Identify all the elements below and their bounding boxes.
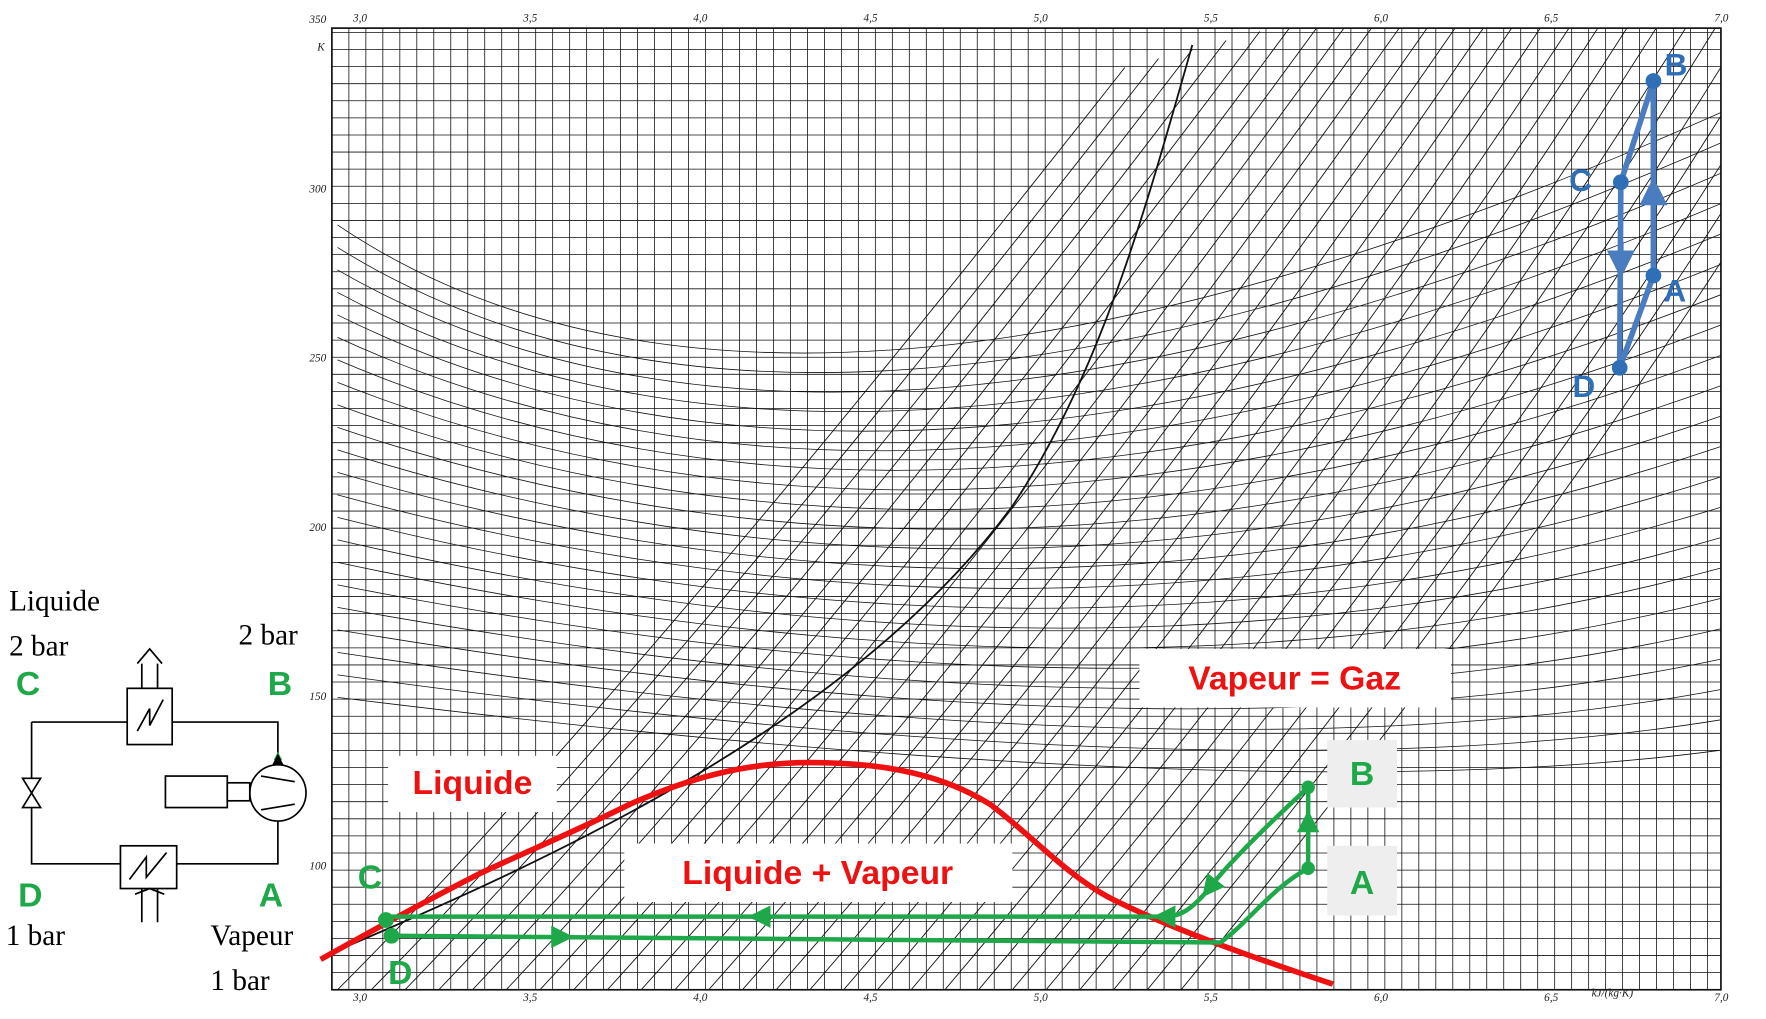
x-tick-label: 3,0 [352, 992, 367, 1004]
isenthalp [338, 652, 1721, 729]
x-tick-label: 6,5 [1544, 992, 1558, 1004]
isenthalp [338, 562, 1721, 648]
isenthalp [338, 538, 1721, 629]
blue-b: B [1665, 46, 1688, 82]
green-b: B [1350, 755, 1374, 793]
isenthalp [338, 204, 1721, 412]
blue-d: D [1572, 368, 1595, 404]
green-d: D [388, 954, 412, 992]
x-tick-label: 4,5 [863, 12, 877, 24]
region-liquid: Liquide [413, 764, 533, 802]
point [384, 928, 400, 944]
x-tick-label: 3,5 [522, 12, 537, 24]
point [1301, 862, 1314, 875]
isobar [1181, 0, 1766, 990]
x-tick-label: 6,0 [1374, 12, 1388, 24]
isobar [607, 0, 1394, 990]
y-tick-label: 100 [309, 860, 326, 872]
isobar [877, 0, 1664, 990]
schematic-text: 1 bar [6, 920, 66, 952]
isenthalp [338, 386, 1721, 529]
isobar [1114, 0, 1766, 990]
isobar [742, 0, 1529, 990]
isobar [911, 0, 1698, 990]
schematic-point: B [268, 665, 292, 703]
green-c: C [358, 859, 382, 897]
isenthalp [338, 585, 1721, 668]
x-tick-label: 6,0 [1374, 992, 1388, 1004]
isenthalp [338, 416, 1721, 549]
x-tick-label: 3,0 [352, 12, 367, 24]
y-unit: K [316, 42, 325, 54]
isobar [709, 0, 1496, 990]
schematic-text: Liquide [9, 586, 100, 618]
saturation-envelope [338, 45, 1193, 950]
x-tick-label: 5,0 [1034, 992, 1048, 1004]
isobar [979, 0, 1766, 990]
ts-diagram: 3,0 3,0 3,5 3,5 4,0 4,0 4,5 4,5 5,0 5,0 5,5 5,5 6,0 6… [0, 0, 1766, 1019]
x-tick-label: 5,5 [1204, 12, 1218, 24]
y-tick-label: 250 [309, 353, 326, 365]
x-tick-label: 5,5 [1204, 992, 1218, 1004]
x-tick-label: 4,0 [693, 992, 707, 1004]
y-ticks: 100 150 200 250 300 350 [308, 14, 326, 872]
schematic-point: C [16, 665, 40, 703]
x-tick-label: 3,5 [522, 992, 537, 1004]
x-ticks: 3,0 3,0 3,5 3,5 4,0 4,0 4,5 4,5 5,0 5,0 5,5 5,5 6,0 6… [352, 12, 1729, 1004]
schematic-point: A [259, 877, 283, 915]
isenthalp [338, 173, 1721, 392]
x-tick-label: 7,0 [1714, 12, 1728, 24]
blue-a: A [1664, 272, 1687, 308]
isobar [540, 13, 1327, 989]
green-a: A [1350, 864, 1374, 902]
region-mixture: Liquide + Vapeur [682, 854, 953, 892]
isobar [1046, 0, 1766, 990]
y-tick-label: 200 [309, 522, 326, 534]
y-tick-label: 300 [308, 183, 326, 195]
isenthalp [338, 630, 1721, 709]
schematic-text: Vapeur [210, 920, 293, 952]
isenthalp [338, 112, 1721, 353]
blue-c: C [1569, 162, 1592, 198]
schematic-text: 2 bar [9, 631, 69, 663]
x-tick-label: 4,0 [693, 12, 707, 24]
x-tick-label: 6,5 [1544, 12, 1558, 24]
isenthalp [338, 507, 1721, 608]
page: {"schematic": {"liquid": "Liquide", "hig… [0, 0, 1766, 1019]
region-gas: Vapeur = Gaz [1188, 659, 1401, 697]
point [1301, 781, 1314, 794]
x-tick-label: 4,5 [863, 992, 877, 1004]
schematic-point: D [18, 877, 42, 915]
x-tick-label: 5,0 [1034, 12, 1048, 24]
isenthalp [338, 143, 1721, 373]
x-unit: kJ/(kg·K) [1592, 988, 1634, 1000]
x-tick-label: 7,0 [1714, 992, 1728, 1004]
y-tick-label: 150 [309, 691, 326, 703]
point [378, 912, 394, 928]
schematic-text: 2 bar [239, 619, 299, 651]
schematic-text: 1 bar [210, 965, 270, 997]
y-tick-label: 350 [308, 14, 326, 26]
isobar [945, 0, 1732, 990]
isobar [810, 0, 1597, 990]
